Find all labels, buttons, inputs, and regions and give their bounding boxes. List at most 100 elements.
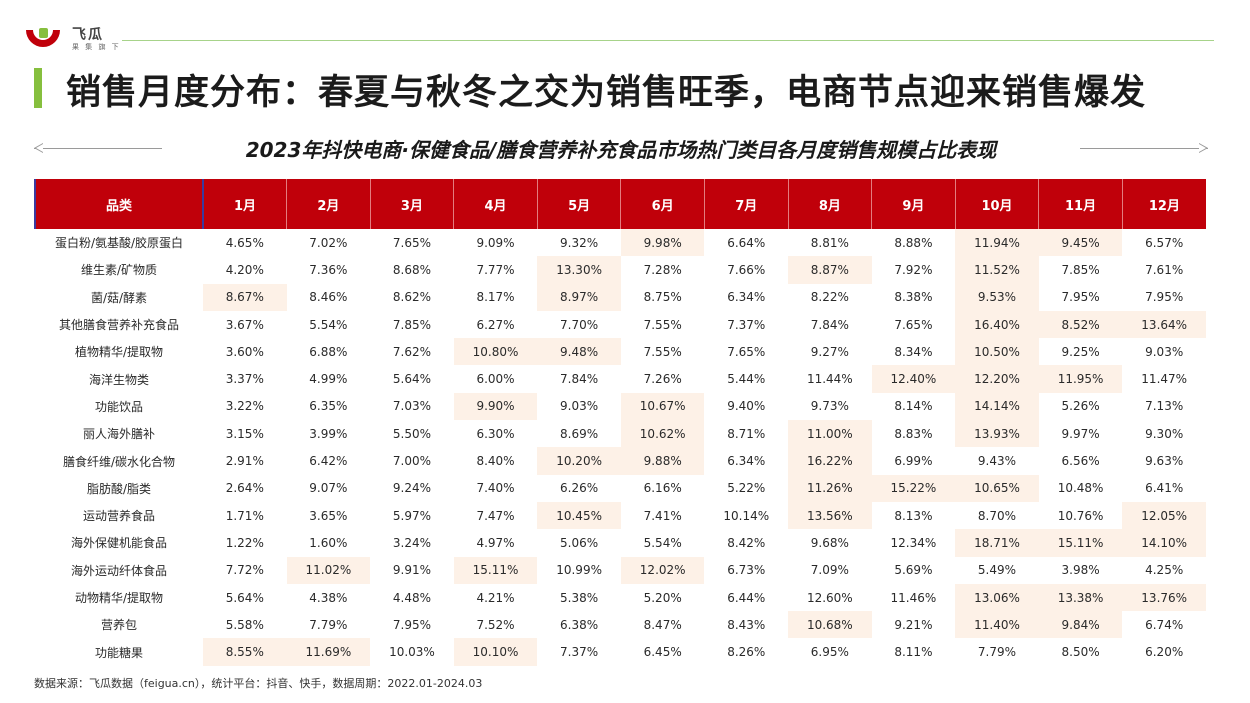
table-row: 海洋生物类 3.37% 4.99% 5.64% 6.00% 7.84% 7.26% 5.44%… [35,365,1206,393]
value-cell: 7.36% [309,262,348,277]
value-cell: 13.93% [955,420,1039,448]
value-cell: 4.65% [225,235,264,250]
value-cell: 3.65% [309,508,348,523]
value-cell: 1.22% [225,535,264,550]
value-cell: 6.30% [476,426,515,441]
value-cell: 9.27% [810,344,849,359]
column-header-category: 品类 [34,179,204,229]
brand-slogan: 果 集 旗 下 [72,43,121,51]
value-cell: 10.14% [723,508,770,523]
value-cell: 6.88% [309,344,348,359]
value-cell: 7.79% [309,617,348,632]
value-cell: 3.37% [225,372,264,387]
value-cell: 7.85% [1061,262,1100,277]
value-cell: 8.97% [537,283,621,311]
value-cell: 9.30% [1145,426,1184,441]
value-cell: 9.53% [955,283,1039,311]
value-cell: 7.52% [476,617,515,632]
left-arrow-icon [34,143,43,153]
monthly-sales-share-table: 品类 1月 2月 3月 4月 5月 6月 7月 8月 9月 10月 11月 12月 蛋白粉/氨基酸/胶原… [34,179,1206,666]
value-cell: 7.62% [392,344,431,359]
column-header-month: 11月 [1038,179,1123,229]
value-cell: 11.00% [788,420,872,448]
value-cell: 15.11% [453,556,538,584]
value-cell: 7.55% [643,317,682,332]
value-cell: 4.20% [225,262,264,277]
value-cell: 7.47% [476,508,515,523]
value-cell: 9.48% [537,338,621,366]
value-cell: 9.90% [453,392,538,421]
category-cell: 膳食纤维/碳水化合物 [62,454,176,469]
value-cell: 6.64% [727,235,766,250]
value-cell: 8.69% [560,426,599,441]
value-cell: 6.73% [727,563,766,578]
column-header-month: 12月 [1122,179,1206,229]
category-cell: 运动营养食品 [82,509,155,524]
value-cell: 9.03% [560,399,599,414]
value-cell: 7.65% [894,317,933,332]
column-header-month: 5月 [537,179,622,229]
category-cell: 蛋白粉/氨基酸/胶原蛋白 [54,236,184,251]
value-cell: 7.79% [977,645,1017,660]
value-cell: 4.48% [392,590,431,605]
value-cell: 4.99% [309,372,348,387]
value-cell: 7.77% [476,262,515,277]
value-cell: 9.88% [620,447,705,475]
left-arrow-line [34,148,162,149]
value-cell: 7.95% [1145,290,1184,305]
value-cell: 8.55% [203,638,287,666]
value-cell: 6.34% [727,290,766,305]
category-cell: 丽人海外膳补 [82,427,155,442]
value-cell: 4.25% [1145,563,1184,578]
value-cell: 9.63% [1145,454,1184,469]
brand-logo: 飞瓜 果 集 旗 下 [24,22,124,56]
value-cell: 10.48% [1057,481,1104,496]
value-cell: 7.13% [1145,399,1184,414]
category-cell: 海外运动纤体食品 [70,563,167,578]
column-header-month: 4月 [453,179,538,229]
value-cell: 8.26% [727,645,766,660]
value-cell: 5.97% [392,508,431,523]
column-header-month: 10月 [955,179,1040,229]
value-cell: 11.02% [286,556,371,584]
value-cell: 6.44% [727,590,766,605]
value-cell: 16.22% [788,447,872,475]
value-cell: 10.62% [620,420,705,448]
value-cell: 10.45% [537,501,621,530]
value-cell: 7.26% [643,372,682,387]
value-cell: 5.49% [977,563,1017,578]
value-cell: 1.71% [225,508,264,523]
table-row: 维生素/矿物质 4.20% 7.36% 8.68% 7.77% 13.30% 7.28% 7.… [35,256,1206,284]
value-cell: 9.09% [476,235,515,250]
value-cell: 13.56% [788,501,872,530]
category-cell: 功能饮品 [94,399,143,414]
value-cell: 8.34% [894,344,933,359]
value-cell: 9.68% [810,535,849,550]
value-cell: 7.72% [225,563,264,578]
value-cell: 9.45% [1038,229,1123,257]
header-divider [122,40,1214,41]
value-cell: 8.47% [643,617,682,632]
value-cell: 11.95% [1038,365,1123,393]
value-cell: 9.43% [977,454,1017,469]
value-cell: 3.98% [1061,563,1100,578]
value-cell: 8.17% [476,290,515,305]
value-cell: 3.24% [392,535,431,550]
table-row: 营养包 5.58% 7.79% 7.95% 7.52% 6.38% 8.47% 8.43% 10… [35,611,1206,639]
value-cell: 13.30% [537,256,621,284]
right-arrow-icon [1199,143,1208,153]
table-row: 功能糖果 8.55% 11.69% 10.03% 10.10% 7.37% 6.45% 8.2… [35,638,1206,666]
value-cell: 7.70% [560,317,599,332]
table-row: 丽人海外膳补 3.15% 3.99% 5.50% 6.30% 8.69% 10.62% 8.7… [35,420,1206,448]
value-cell: 9.25% [1061,344,1100,359]
column-header-month: 3月 [370,179,455,229]
value-cell: 8.13% [894,508,933,523]
table-row: 运动营养食品 1.71% 3.65% 5.97% 7.47% 10.45% 7.41% 10.… [35,501,1206,530]
value-cell: 13.76% [1122,583,1206,612]
value-cell: 7.95% [392,617,431,632]
value-cell: 7.03% [392,399,431,414]
value-cell: 6.42% [309,454,348,469]
category-cell: 其他膳食营养补充食品 [58,318,179,333]
value-cell: 5.44% [727,372,766,387]
category-cell: 动物精华/提取物 [74,591,164,605]
